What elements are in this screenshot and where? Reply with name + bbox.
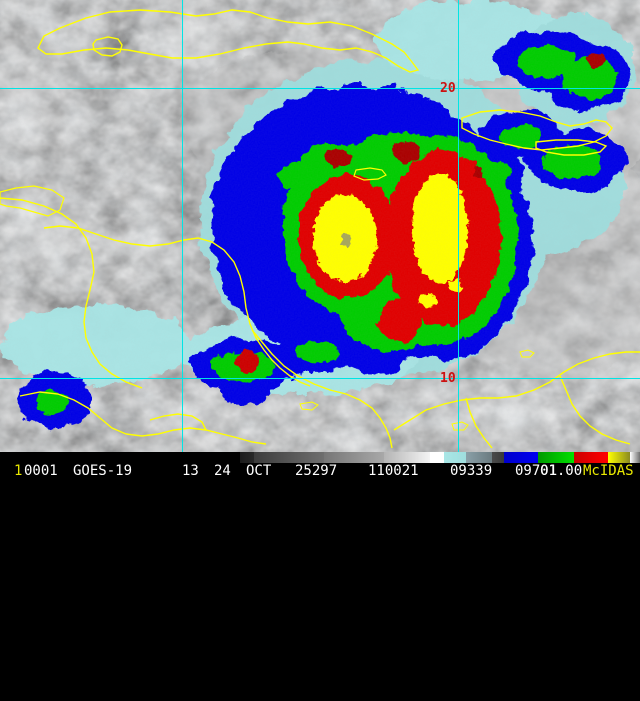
frame-number: 0001 [24, 463, 58, 479]
cbseg-white [430, 452, 444, 463]
mcidas-satellite-viewer: 20 10 1 0001 GOES-19 13 24 [0, 0, 640, 480]
frame-marker: 1 [14, 463, 23, 479]
enhancement-color-bar[interactable] [0, 452, 640, 463]
cbseg-green [538, 452, 574, 463]
software-label: McIDAS [583, 463, 634, 479]
cbseg-gray1 [254, 452, 324, 463]
cbseg-blue [504, 452, 538, 463]
cbseg-cyan [444, 452, 466, 463]
cbseg-black [0, 452, 240, 463]
satellite-image-canvas[interactable]: 20 10 [0, 0, 640, 452]
longitude-gridline-west [182, 0, 183, 452]
element-coordinate: 09701 [515, 463, 558, 479]
cbseg-red [574, 452, 608, 463]
latitude-label-10: 10 [440, 371, 456, 386]
cbseg-dim [492, 452, 504, 463]
line-coordinate: 09339 [450, 463, 493, 479]
longitude-gridline-east [458, 0, 459, 452]
cbseg-steel [466, 452, 492, 463]
latitude-label-20: 20 [440, 81, 456, 96]
satellite-imagery [0, 0, 640, 452]
channel-number: 13 [182, 463, 199, 479]
cbseg-whitegray [630, 452, 640, 463]
coastline-overlay [0, 9, 640, 449]
month-name: OCT [246, 463, 272, 479]
cbseg-darkgray [240, 452, 254, 463]
cbseg-gray3 [384, 452, 430, 463]
julian-day: 25297 [295, 463, 338, 479]
time-utc: 110021 [368, 463, 419, 479]
resolution-value: 01.00 [540, 463, 583, 479]
latitude-gridline-10 [0, 378, 640, 379]
cbseg-gray2 [324, 452, 384, 463]
day-of-month: 24 [214, 463, 231, 479]
latitude-gridline-20 [0, 88, 640, 89]
satellite-name: GOES-19 [73, 463, 133, 479]
mcidas-info-bar: 1 0001 GOES-19 13 24 OCT 25297 110021 09… [0, 452, 640, 480]
status-text-line: 1 0001 GOES-19 13 24 OCT 25297 110021 09… [0, 463, 640, 480]
cbseg-yellow [608, 452, 630, 463]
